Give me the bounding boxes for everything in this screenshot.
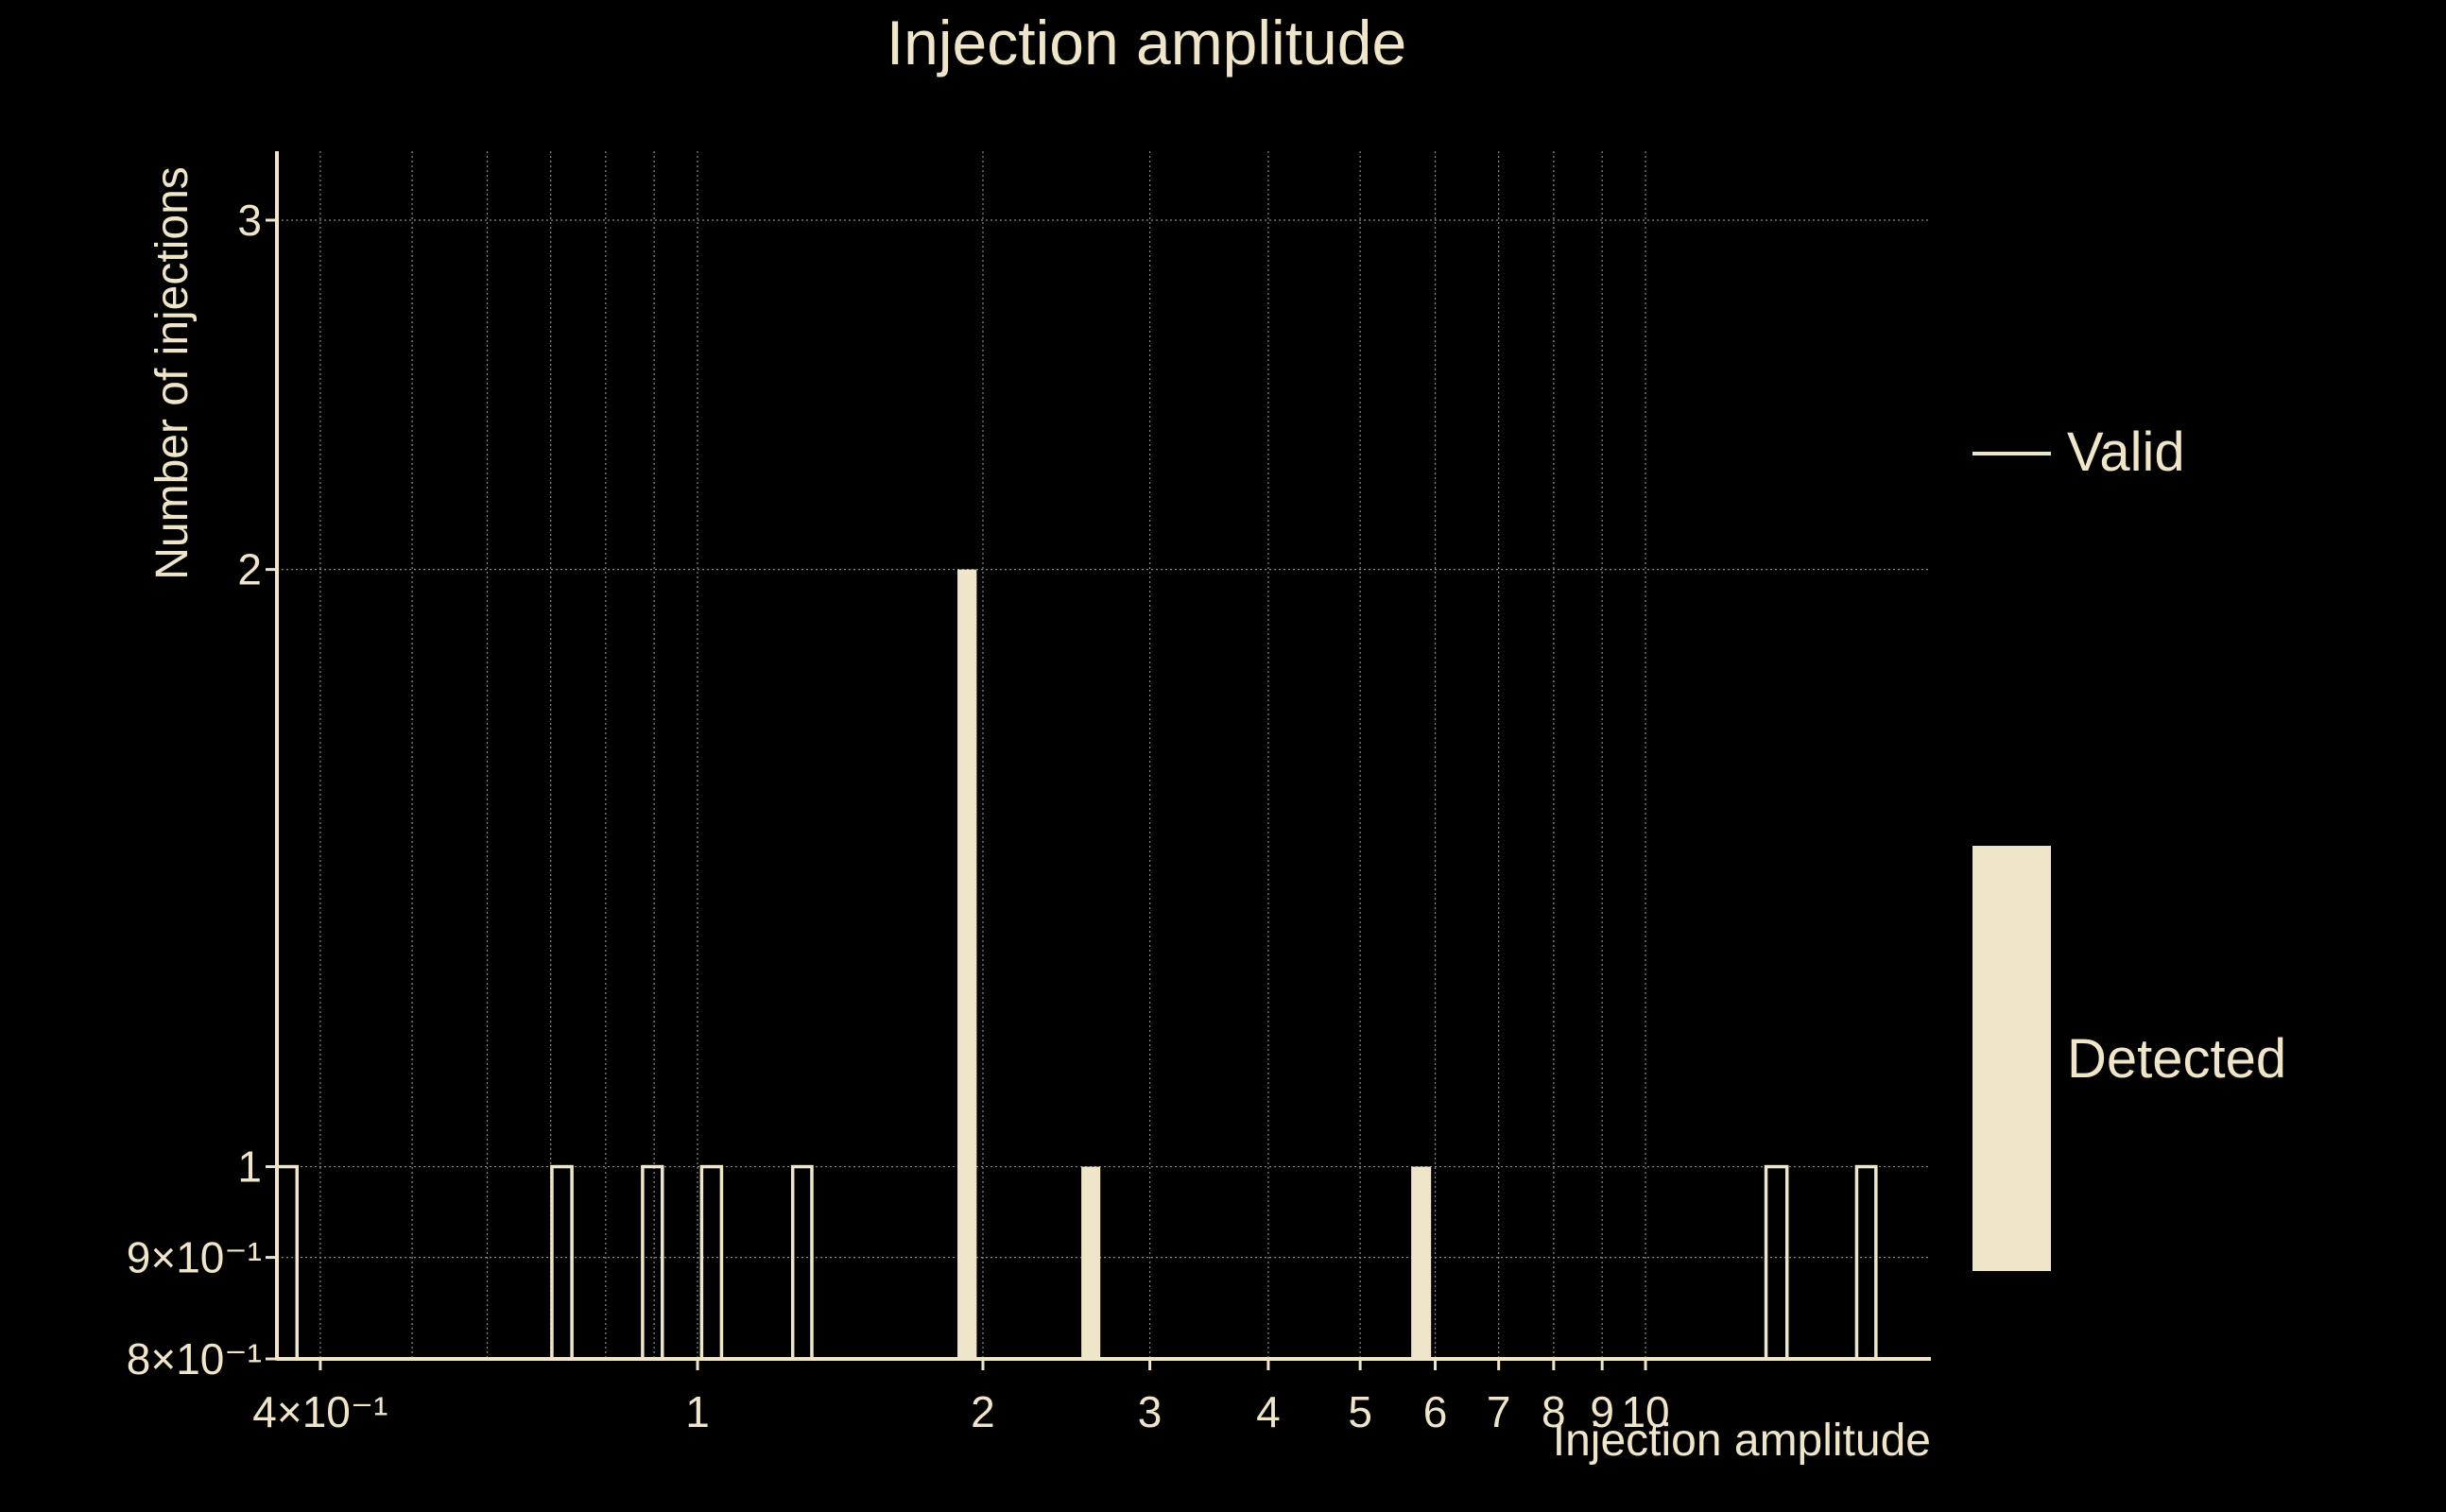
x-tick-label: 3 xyxy=(1138,1387,1163,1436)
x-tick-label: 6 xyxy=(1423,1387,1448,1436)
x-tick-label: 4×10⁻¹ xyxy=(252,1387,388,1436)
bar-detected xyxy=(1411,1166,1432,1359)
x-tick-label: 10 xyxy=(1621,1387,1669,1436)
axes xyxy=(266,151,1931,1370)
y-tick-label: 8×10⁻¹ xyxy=(127,1334,262,1383)
y-tick-label: 1 xyxy=(237,1143,262,1192)
x-tick-label: 9 xyxy=(1590,1387,1614,1436)
x-axis-label: Injection amplitude xyxy=(1553,1416,1931,1466)
bar-detected xyxy=(1081,1166,1101,1359)
bar-detected xyxy=(957,569,977,1359)
x-tick-label: 8 xyxy=(1542,1387,1566,1436)
y-tick-label: 3 xyxy=(237,196,262,245)
x-tick-label: 1 xyxy=(685,1387,710,1436)
legend-valid-label: Valid xyxy=(2067,421,2185,483)
legend-detected-label: Detected xyxy=(2067,1028,2286,1090)
y-tick-label: 2 xyxy=(237,545,262,594)
tick-labels: 8×10⁻¹ 9×10⁻¹ 1 2 3 4×10⁻¹ 1 2 3 4 5 6 7 8 9 10 xyxy=(127,196,1670,1436)
legend-detected-swatch xyxy=(1972,846,2051,1271)
y-tick-label: 9×10⁻¹ xyxy=(127,1233,262,1282)
bars xyxy=(275,569,1878,1361)
x-tick-label: 2 xyxy=(971,1387,995,1436)
y-axis-label: Number of injections xyxy=(147,166,198,580)
legend: Valid Detected xyxy=(1972,421,2286,1271)
x-tick-label: 7 xyxy=(1487,1387,1511,1436)
x-tick-label: 5 xyxy=(1348,1387,1372,1436)
chart-title: Injection amplitude xyxy=(887,8,1406,77)
x-tick-label: 4 xyxy=(1256,1387,1281,1436)
